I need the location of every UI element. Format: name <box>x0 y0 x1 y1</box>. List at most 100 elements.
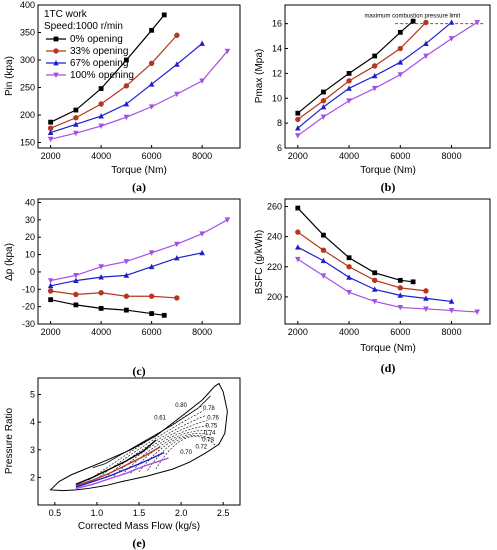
pd-data-point <box>397 305 404 311</box>
pb-ytick-label: 14 <box>272 44 282 54</box>
efficiency-contour <box>138 433 213 473</box>
efficiency-label: 0.72 <box>195 444 207 450</box>
pd-data-point <box>346 289 352 296</box>
efficiency-contour <box>147 435 215 471</box>
pa-xtick-label: 4000 <box>91 151 111 161</box>
pb-data-point <box>410 18 416 24</box>
pc-data-point <box>123 259 130 265</box>
operating-line <box>75 457 169 490</box>
pd-data-point <box>474 309 480 315</box>
pa-data-point <box>224 48 231 55</box>
pb-data-point <box>448 36 455 42</box>
pd-data-point <box>295 205 301 211</box>
efficiency-contour <box>105 415 206 478</box>
panel-a-frame <box>37 4 241 149</box>
pc-data-point <box>174 295 180 301</box>
pa-data-point <box>98 123 104 129</box>
pc-data-point <box>47 288 54 294</box>
pc-xtick-label: 6000 <box>142 327 162 337</box>
pa-ytick-label: 200 <box>20 110 35 120</box>
panel-b-frame <box>284 4 491 149</box>
pc-xtick-label: 2000 <box>41 327 61 337</box>
pc-data-point <box>98 264 104 270</box>
operating-line <box>75 446 161 487</box>
pb-data-point <box>397 72 404 78</box>
pa-ytick-label: 400 <box>20 0 35 10</box>
panel-c-ylabel: Δp (kpa) <box>4 243 15 281</box>
pe-xtick-label: 0.5 <box>49 508 62 518</box>
pc-data-point <box>199 231 205 237</box>
pc-ytick-label: -20 <box>22 302 35 312</box>
pa-data-point <box>148 104 155 110</box>
panel-c-caption: (c) <box>132 364 145 378</box>
pd-data-point <box>423 306 429 312</box>
pa-data-point <box>174 61 180 67</box>
pb-xtick-label: 2000 <box>288 151 308 161</box>
efficiency-label: 0.70 <box>180 450 192 456</box>
pb-data-point <box>397 29 403 35</box>
efficiency-contour <box>88 405 203 481</box>
pa-data-point <box>123 101 130 107</box>
panel-d-ylabel: BSFC (g/kWh) <box>254 230 265 294</box>
pc-data-point <box>47 282 54 289</box>
pc-data-point <box>98 305 104 311</box>
pa-data-point <box>48 119 54 125</box>
pb-ytick-label: 6 <box>277 143 282 153</box>
operating-line <box>75 451 165 488</box>
pe-xtick-label: 2.0 <box>175 508 188 518</box>
pb-data-point <box>372 53 378 59</box>
legend-label: 0% opening <box>70 34 123 45</box>
efficiency-label: 0.80 <box>175 403 187 409</box>
efficiency-label: 0.76 <box>207 415 219 421</box>
panel-d-frame <box>284 198 491 325</box>
panel-b-xlabel: Torque (Nm) <box>360 165 416 176</box>
panel-b-pmax-chart: Pmax (Mpa) Torque (Nm) (b) 2000 4000 6000 8… <box>254 4 491 194</box>
pc-data-point <box>98 274 104 280</box>
pa-data-point <box>47 125 54 131</box>
pa-data-point <box>174 91 180 98</box>
legend-marker <box>53 48 59 54</box>
pa-data-point <box>123 83 130 89</box>
pc-data-point <box>73 277 79 283</box>
pa-data-point <box>123 114 130 121</box>
pd-data-point <box>346 255 352 261</box>
pc-ytick-label: 0 <box>30 267 35 277</box>
operating-line <box>75 439 157 485</box>
panel-a-caption: (a) <box>132 180 146 194</box>
pb-data-point <box>320 103 327 110</box>
pd-ytick-label: 260 <box>267 202 282 212</box>
pb-data-point <box>474 20 480 26</box>
pb-data-point <box>295 116 301 123</box>
efficiency-label: 0.61 <box>154 415 166 421</box>
pa-series-line <box>50 14 165 123</box>
panel-e-compressor-map: Pressure Ratio Corrected Mass Flow (kg/s… <box>4 377 241 550</box>
pb-data-point <box>320 114 327 120</box>
legend-label: 67% opening <box>70 58 128 69</box>
pc-xtick-label: 4000 <box>91 327 111 337</box>
pd-data-point <box>371 286 378 292</box>
pd-data-point <box>346 264 352 270</box>
pd-xtick-label: 8000 <box>442 327 462 337</box>
pc-data-point <box>224 217 231 223</box>
pd-data-point <box>320 247 327 253</box>
pb-data-point <box>346 78 352 84</box>
pa-data-point <box>148 81 155 87</box>
legend-marker <box>53 72 59 78</box>
pc-ytick-label: -10 <box>22 284 35 294</box>
pe-xtick-label: 1.0 <box>91 508 104 518</box>
pd-data-point <box>448 308 455 314</box>
pd-xtick-label: 4000 <box>339 327 359 337</box>
pb-ytick-label: 8 <box>277 118 282 128</box>
pb-data-point <box>448 19 455 25</box>
pc-data-point <box>98 290 104 296</box>
pb-data-point <box>295 133 301 139</box>
pa-series-line <box>50 34 178 129</box>
pb-series-line <box>297 21 427 120</box>
pd-data-point <box>397 285 404 291</box>
pa-data-point <box>73 130 79 137</box>
pc-data-point <box>199 249 205 256</box>
panel-e-ylabel: Pressure Ratio <box>4 407 15 474</box>
pb-xtick-label: 4000 <box>339 151 359 161</box>
pb-data-point <box>371 63 378 69</box>
